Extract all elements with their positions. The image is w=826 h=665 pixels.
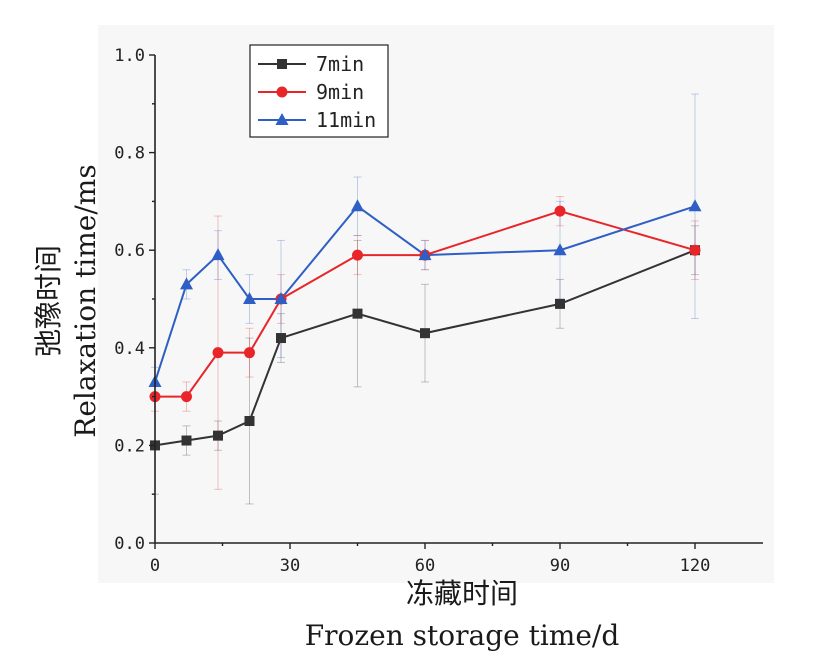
x-axis-title-cn: 冻藏时间 [406, 577, 518, 610]
data-point-7min [213, 430, 223, 441]
data-point-11min [243, 292, 256, 304]
legend-marker [276, 86, 288, 98]
legend: 7min 9min 11min [249, 44, 389, 138]
y-tick-label: 0.2 [114, 436, 145, 456]
data-point-11min [553, 243, 567, 256]
data-point-9min [244, 347, 255, 359]
data-point-7min [276, 333, 286, 344]
y-axis-title-en: Relaxation time/ms [69, 164, 102, 437]
x-tick-label: 90 [550, 556, 570, 576]
legend-entry-11min: 11min [258, 108, 376, 132]
y-tick-label: 1.0 [114, 46, 145, 66]
y-axis-title-cn: 弛豫时间 [32, 245, 65, 357]
x-tick-label: 0 [150, 556, 160, 576]
data-point-11min [418, 248, 432, 261]
data-point-9min [554, 205, 566, 217]
data-point-11min [211, 248, 225, 261]
x-axis-title-en: Frozen storage time/d [305, 619, 620, 652]
x-tick-label: 30 [280, 556, 300, 576]
data-point-11min [274, 292, 288, 304]
legend-marker [277, 59, 287, 69]
legend-label: 7min [316, 52, 364, 76]
x-tick-label: 60 [415, 556, 435, 576]
data-point-7min [420, 328, 430, 339]
y-tick-label: 0.6 [114, 241, 145, 261]
y-ticks: 0.0 0.2 0.4 0.6 0.8 1.0 [114, 46, 155, 554]
data-point-11min [180, 277, 193, 290]
data-point-7min [352, 308, 363, 319]
data-point-9min [181, 391, 192, 403]
plot-background [98, 25, 774, 583]
legend-entry-7min: 7min [258, 52, 364, 76]
data-point-9min [689, 244, 701, 256]
legend-label: 9min [316, 80, 364, 104]
legend-entry-9min: 9min [258, 80, 364, 104]
data-point-7min [181, 435, 192, 446]
y-tick-label: 0.0 [114, 534, 145, 554]
legend-label: 11min [316, 108, 376, 132]
x-tick-label: 120 [680, 556, 711, 576]
data-point-9min [352, 249, 363, 261]
legend-marker [275, 113, 289, 125]
y-tick-label: 0.4 [114, 339, 145, 359]
x-ticks: 0 30 60 90 120 [150, 543, 710, 576]
data-point-7min [555, 298, 565, 309]
data-point-11min [688, 199, 702, 212]
data-point-11min [351, 199, 364, 212]
data-point-9min [212, 347, 224, 359]
y-tick-label: 0.8 [114, 144, 145, 164]
data-point-7min [244, 416, 255, 426]
